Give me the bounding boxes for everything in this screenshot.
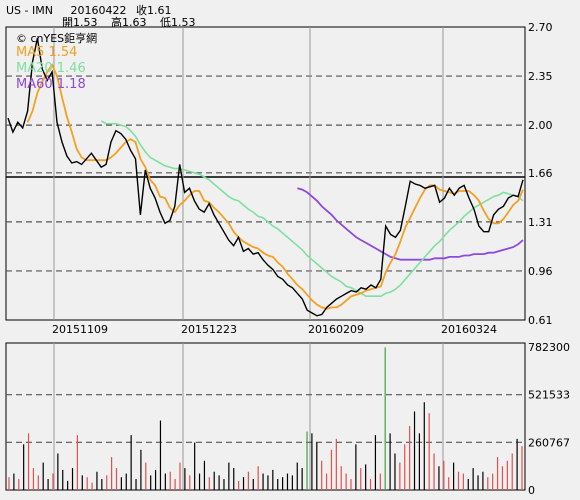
date-label: 20160422 [70,4,127,17]
ma5-line [26,63,524,310]
volume-y-tick-label: 260767 [528,436,570,449]
volume-y-tick-label: 521533 [528,389,570,402]
price-y-tick-labels: 2.70 2.35 2.00 1.66 1.31 0.96 0.61 [528,21,553,327]
price-y-tick-label: 1.31 [528,216,553,229]
price-y-tick-label: 0.61 [528,314,553,327]
price-grid [6,27,525,320]
volume-y-tick-label: 0 [528,484,535,497]
symbol-label: US - IMN [6,4,53,17]
price-y-tick-label: 2.35 [528,70,553,83]
watermark: © cnYES鉅亨網 [16,31,97,45]
price-y-tick-label: 2.00 [528,119,553,132]
legend-ma5: MA5 1.54 [16,45,77,60]
price-x-tick-labels: 20151109 20151223 20160209 20160324 [52,323,497,336]
price-x-tick-label: 20160209 [308,323,364,336]
legend-ma20: MA20 1.46 [16,61,86,76]
volume-bars [8,347,523,490]
chart-header: US - IMN 20160422 收1.61 [6,2,171,18]
price-x-tick-label: 20151109 [52,323,108,336]
price-y-tick-label: 0.96 [528,265,553,278]
legend-ma60: MA60 1.18 [16,77,86,92]
volume-y-tick-labels: 782300 521533 260767 0 [528,341,570,497]
price-panel: 2.702.352.001.661.310.960.61 20151109 201… [5,21,553,336]
low-label: 低1.53 [160,16,196,29]
ma20-line [100,120,524,297]
volume-y-tick-label: 782300 [528,341,570,354]
volume-plot-area [5,342,526,491]
volume-grid [6,343,525,490]
close-label: 收1.61 [135,4,172,17]
open-label: 開1.53 [62,16,98,29]
price-line [7,38,524,317]
high-label: 高1.63 [111,16,147,29]
ma60-line [297,187,524,261]
volume-panel: 782300 521533 260767 0 [5,341,570,497]
price-x-tick-label: 20151223 [181,323,237,336]
price-lines [7,38,524,317]
price-x-tick-label: 20160324 [441,323,497,336]
price-y-tick-label: 2.70 [528,21,553,34]
price-y-tick-label: 1.66 [528,167,553,180]
ohl-row: 開1.53 高1.63 低1.53 [62,14,196,30]
